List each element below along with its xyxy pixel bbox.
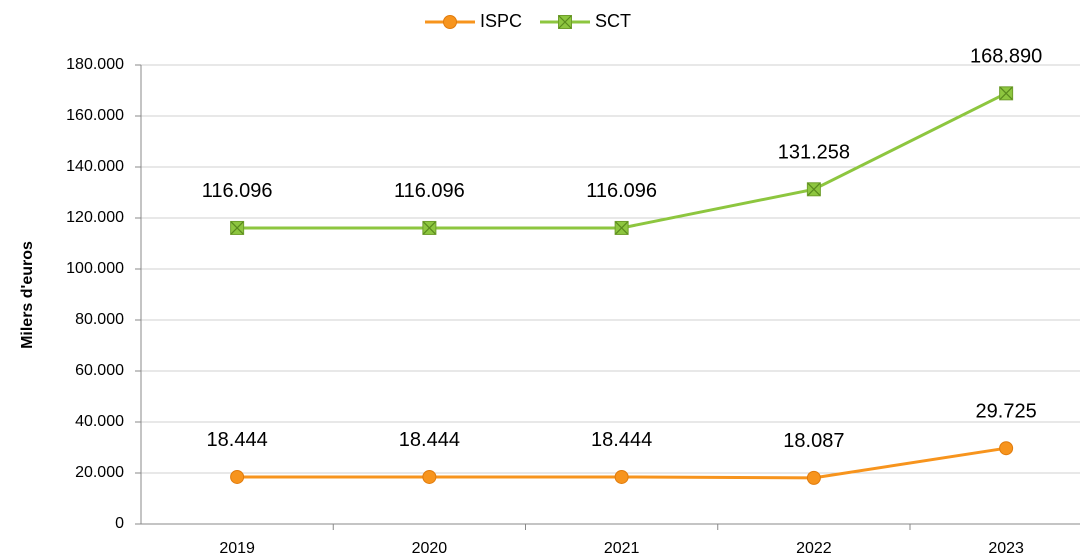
marker-cross xyxy=(807,182,821,196)
x-tick-label: 2022 xyxy=(796,540,832,557)
y-tick-label: 80.000 xyxy=(75,311,124,328)
y-tick-label: 60.000 xyxy=(75,362,124,379)
marker xyxy=(558,15,572,29)
data-label: 18.444 xyxy=(207,429,268,451)
legend-label: ISPC xyxy=(480,11,522,31)
marker xyxy=(422,469,437,484)
data-label: 18.444 xyxy=(591,429,652,451)
y-tick-label: 160.000 xyxy=(66,107,124,124)
data-label: 29.725 xyxy=(976,400,1037,422)
marker xyxy=(230,220,245,235)
y-tick-label: 0 xyxy=(115,515,124,532)
marker xyxy=(999,441,1014,456)
marker-cross xyxy=(558,15,572,29)
y-tick-label: 40.000 xyxy=(75,413,124,430)
data-label: 116.096 xyxy=(586,180,657,202)
marker xyxy=(614,469,629,484)
marker-cross xyxy=(615,221,629,235)
y-tick-label: 20.000 xyxy=(75,464,124,481)
x-tick-label: 2019 xyxy=(219,540,255,557)
marker xyxy=(806,470,821,485)
marker xyxy=(614,220,629,235)
legend-label: SCT xyxy=(595,11,631,31)
y-tick-label: 180.000 xyxy=(66,56,124,73)
marker-cross xyxy=(422,221,436,235)
data-label: 18.444 xyxy=(399,429,460,451)
marker xyxy=(806,182,821,197)
marker xyxy=(999,86,1014,101)
data-label: 18.087 xyxy=(783,430,844,452)
x-tick-label: 2020 xyxy=(412,540,448,557)
legend: ISPC SCT xyxy=(425,11,631,31)
data-label: 131.258 xyxy=(778,142,850,164)
marker xyxy=(230,469,245,484)
y-tick-label: 120.000 xyxy=(66,209,124,226)
marker xyxy=(422,220,437,235)
x-tick-label: 2021 xyxy=(604,540,640,557)
x-tick-label: 2023 xyxy=(988,540,1024,557)
series-line xyxy=(237,91,1007,230)
data-label: 168.890 xyxy=(970,46,1042,68)
data-label: 116.096 xyxy=(202,180,273,202)
data-label: 116.096 xyxy=(394,180,465,202)
marker xyxy=(443,15,457,29)
y-axis-label: Milers d'euros xyxy=(19,241,36,349)
marker-cross xyxy=(999,86,1013,100)
marker-cross xyxy=(230,221,244,235)
y-tick-label: 140.000 xyxy=(66,158,124,175)
y-tick-label: 100.000 xyxy=(66,260,124,277)
